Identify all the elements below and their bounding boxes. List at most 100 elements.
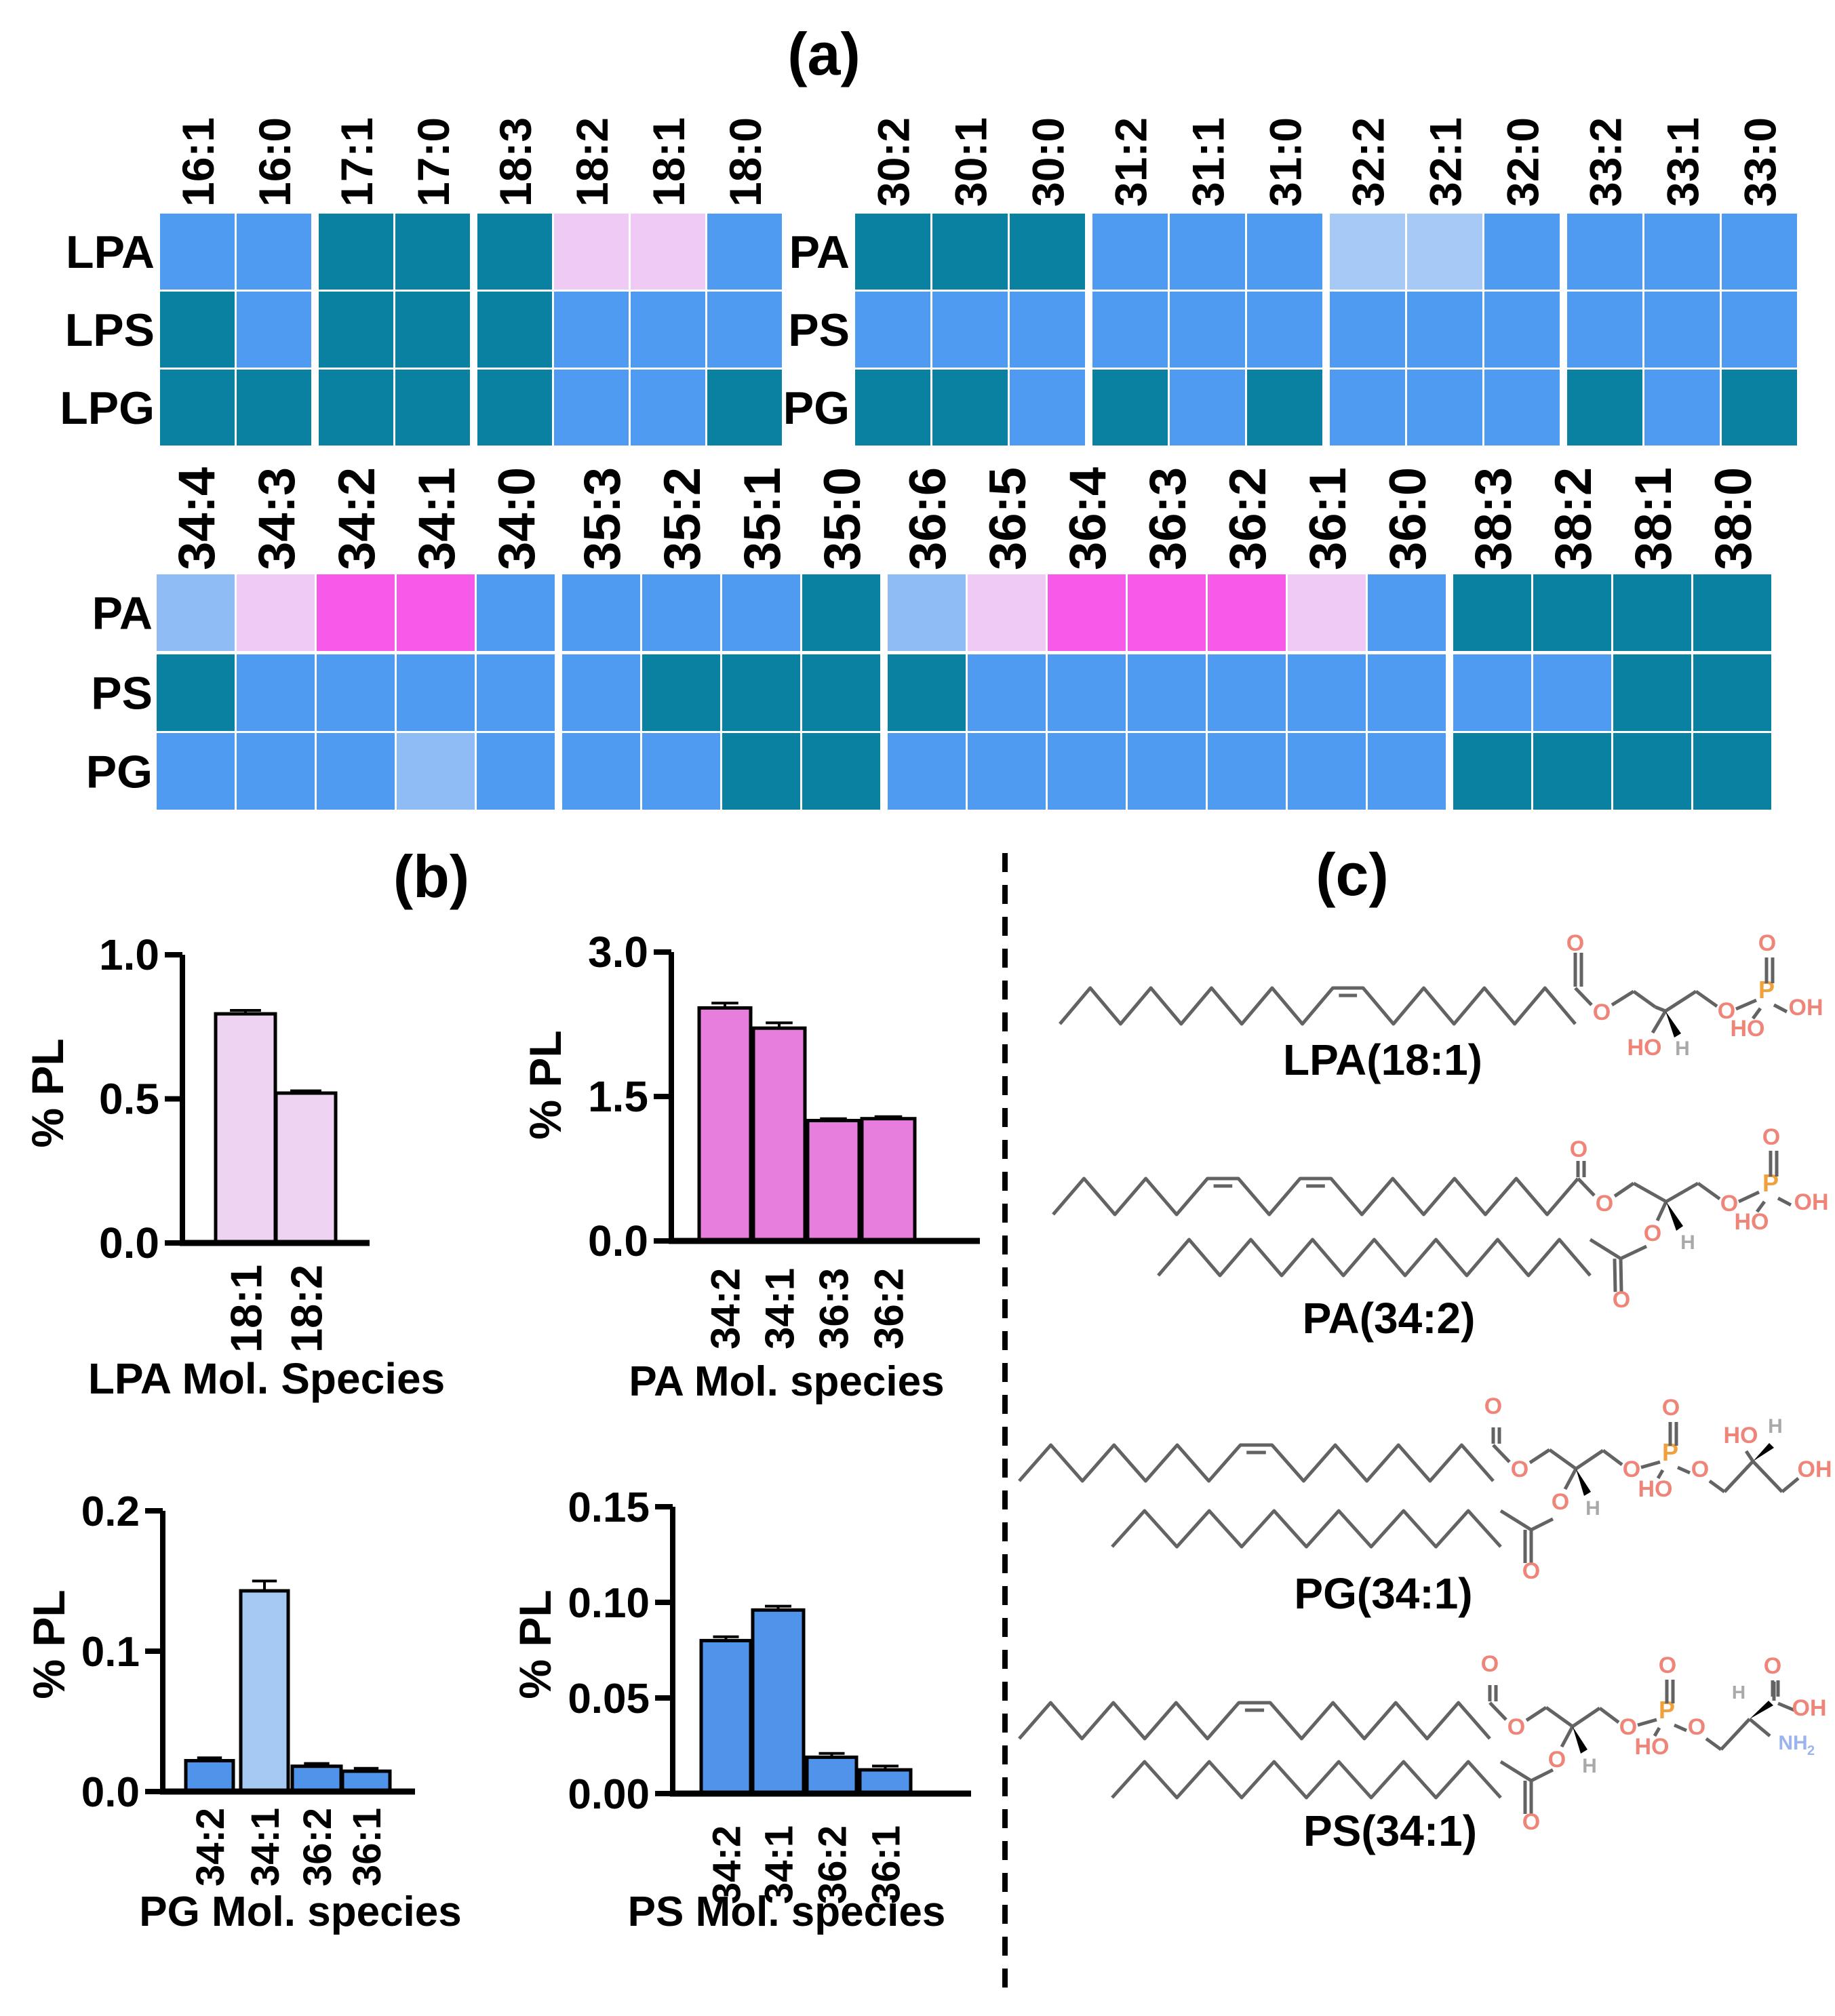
svg-text:18:1: 18:1 xyxy=(221,1265,271,1353)
svg-text:PS: PS xyxy=(788,304,850,356)
svg-text:30:2: 30:2 xyxy=(868,117,918,207)
svg-text:H: H xyxy=(1680,1231,1695,1254)
svg-text:34:2: 34:2 xyxy=(328,467,386,570)
svg-text:36:3: 36:3 xyxy=(812,1268,857,1349)
svg-text:OH: OH xyxy=(1798,1457,1832,1482)
svg-text:35:0: 35:0 xyxy=(814,467,871,570)
svg-text:H: H xyxy=(1675,1037,1690,1060)
svg-text:18:0: 18:0 xyxy=(720,117,770,207)
svg-text:17:0: 17:0 xyxy=(408,117,458,207)
svg-text:O: O xyxy=(1662,1395,1680,1421)
svg-text:18:2: 18:2 xyxy=(281,1265,331,1353)
svg-text:LPA(18:1): LPA(18:1) xyxy=(1283,1035,1482,1084)
svg-text:O: O xyxy=(1570,1137,1587,1162)
svg-text:0.15: 0.15 xyxy=(568,1484,650,1531)
svg-text:O: O xyxy=(1613,1287,1630,1313)
svg-text:O: O xyxy=(1720,1191,1738,1217)
svg-text:LPA Mol. Species: LPA Mol. Species xyxy=(88,1354,445,1403)
svg-text:38:0: 38:0 xyxy=(1705,467,1762,570)
svg-text:OH: OH xyxy=(1792,1695,1827,1721)
svg-text:HO: HO xyxy=(1731,1016,1765,1042)
svg-text:% PL: % PL xyxy=(520,1030,570,1139)
svg-text:36:0: 36:0 xyxy=(1379,467,1437,570)
svg-text:PG: PG xyxy=(86,747,153,798)
svg-text:O: O xyxy=(1511,1457,1528,1482)
svg-text:0.2: 0.2 xyxy=(81,1488,140,1535)
svg-text:34:1: 34:1 xyxy=(408,467,466,570)
svg-text:0.0: 0.0 xyxy=(588,1217,648,1265)
svg-text:PA Mol. species: PA Mol. species xyxy=(629,1358,944,1405)
svg-text:O: O xyxy=(1507,1714,1525,1740)
svg-text:% PL: % PL xyxy=(24,1589,74,1699)
svg-text:31:0: 31:0 xyxy=(1260,117,1310,207)
svg-text:PG: PG xyxy=(783,382,850,434)
svg-text:34:1: 34:1 xyxy=(243,1808,288,1886)
svg-text:HO: HO xyxy=(1735,1209,1769,1235)
svg-text:30:0: 30:0 xyxy=(1023,117,1073,207)
svg-text:O: O xyxy=(1552,1489,1569,1515)
svg-text:35:1: 35:1 xyxy=(734,467,791,570)
svg-text:O: O xyxy=(1593,1000,1611,1025)
svg-text:3.0: 3.0 xyxy=(588,928,648,976)
svg-text:HO: HO xyxy=(1638,1476,1673,1502)
svg-text:32:2: 32:2 xyxy=(1343,117,1393,207)
svg-text:38:3: 38:3 xyxy=(1465,467,1522,570)
svg-text:O: O xyxy=(1762,1124,1780,1150)
svg-text:36:2: 36:2 xyxy=(296,1808,340,1886)
svg-text:LPA: LPA xyxy=(66,226,155,278)
svg-text:% PL: % PL xyxy=(22,1038,73,1147)
svg-text:O: O xyxy=(1623,1457,1640,1482)
svg-text:O: O xyxy=(1481,1651,1499,1677)
svg-text:35:2: 35:2 xyxy=(654,467,711,570)
svg-text:38:1: 38:1 xyxy=(1625,467,1682,570)
svg-text:H: H xyxy=(1768,1415,1783,1438)
svg-text:18:3: 18:3 xyxy=(490,117,540,207)
svg-text:O: O xyxy=(1548,1747,1566,1773)
svg-text:(c): (c) xyxy=(1316,841,1389,908)
svg-text:O: O xyxy=(1688,1714,1705,1740)
svg-text:O: O xyxy=(1522,1809,1540,1835)
svg-text:33:0: 33:0 xyxy=(1735,117,1785,207)
svg-text:PS: PS xyxy=(91,668,153,719)
svg-text:0.00: 0.00 xyxy=(568,1771,650,1818)
svg-text:18:1: 18:1 xyxy=(644,117,694,207)
svg-text:34:1: 34:1 xyxy=(757,1825,801,1904)
svg-text:1.0: 1.0 xyxy=(99,930,159,979)
svg-text:PA(34:2): PA(34:2) xyxy=(1303,1294,1476,1343)
svg-text:34:1: 34:1 xyxy=(757,1268,803,1349)
svg-text:(b): (b) xyxy=(393,843,469,910)
svg-text:O: O xyxy=(1566,930,1584,956)
svg-text:PG(34:1): PG(34:1) xyxy=(1294,1569,1472,1618)
svg-text:32:1: 32:1 xyxy=(1420,117,1470,207)
svg-text:30:1: 30:1 xyxy=(945,117,995,207)
svg-text:O: O xyxy=(1659,1653,1676,1678)
svg-text:0.10: 0.10 xyxy=(568,1580,650,1627)
svg-text:H: H xyxy=(1582,1755,1597,1777)
svg-text:36:2: 36:2 xyxy=(810,1825,854,1904)
svg-text:36:3: 36:3 xyxy=(1139,467,1197,570)
svg-text:34:3: 34:3 xyxy=(248,467,306,570)
svg-text:36:2: 36:2 xyxy=(867,1268,912,1349)
svg-text:H: H xyxy=(1585,1497,1600,1520)
svg-text:NH: NH xyxy=(1778,1732,1807,1754)
svg-text:PS(34:1): PS(34:1) xyxy=(1303,1806,1477,1855)
svg-text:34:0: 34:0 xyxy=(488,467,546,570)
svg-text:O: O xyxy=(1596,1191,1613,1217)
svg-text:34:2: 34:2 xyxy=(703,1268,749,1349)
svg-text:O: O xyxy=(1718,998,1735,1024)
svg-text:36:4: 36:4 xyxy=(1059,467,1117,570)
svg-text:LPG: LPG xyxy=(60,382,155,434)
svg-text:O: O xyxy=(1484,1394,1502,1419)
svg-text:O: O xyxy=(1522,1558,1540,1584)
svg-text:0.5: 0.5 xyxy=(99,1075,159,1124)
svg-text:% PL: % PL xyxy=(510,1589,560,1699)
svg-text:O: O xyxy=(1619,1714,1637,1740)
svg-text:1.5: 1.5 xyxy=(588,1072,648,1121)
svg-text:O: O xyxy=(1764,1653,1781,1679)
svg-text:PG Mol. species: PG Mol. species xyxy=(139,1889,462,1935)
svg-text:0.0: 0.0 xyxy=(81,1769,140,1816)
svg-text:PA: PA xyxy=(92,588,153,639)
svg-text:36:1: 36:1 xyxy=(864,1825,908,1904)
svg-text:O: O xyxy=(1758,930,1776,956)
svg-text:2: 2 xyxy=(1807,1743,1815,1758)
